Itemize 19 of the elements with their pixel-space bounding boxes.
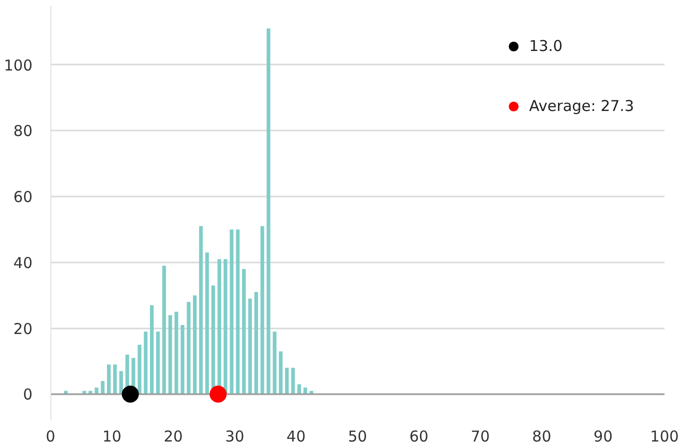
y-tick-label: 100: [4, 56, 33, 74]
y-tick-label: 60: [13, 188, 33, 206]
y-tick-label: 80: [13, 122, 33, 140]
x-tick-label: 90: [594, 428, 613, 444]
y-tick-label: 20: [13, 320, 33, 338]
x-tick-label: 40: [286, 428, 306, 444]
x-tick-label: 20: [164, 428, 183, 444]
y-tick-label: 0: [22, 386, 33, 404]
y-tick-label: 40: [13, 254, 33, 272]
x-tick-label: 0: [46, 428, 56, 444]
x-tick-label: 70: [470, 428, 490, 444]
x-tick-label: 10: [102, 428, 122, 444]
x-tick-label: 100: [650, 428, 679, 444]
x-tick-label: 50: [348, 428, 368, 444]
x-tick-label: 60: [409, 428, 428, 444]
x-tick-label: 30: [225, 428, 244, 444]
legend-label: 13.0: [529, 37, 563, 55]
x-tick-label: 80: [532, 428, 552, 444]
legend-label: Average: 27.3: [529, 97, 634, 115]
